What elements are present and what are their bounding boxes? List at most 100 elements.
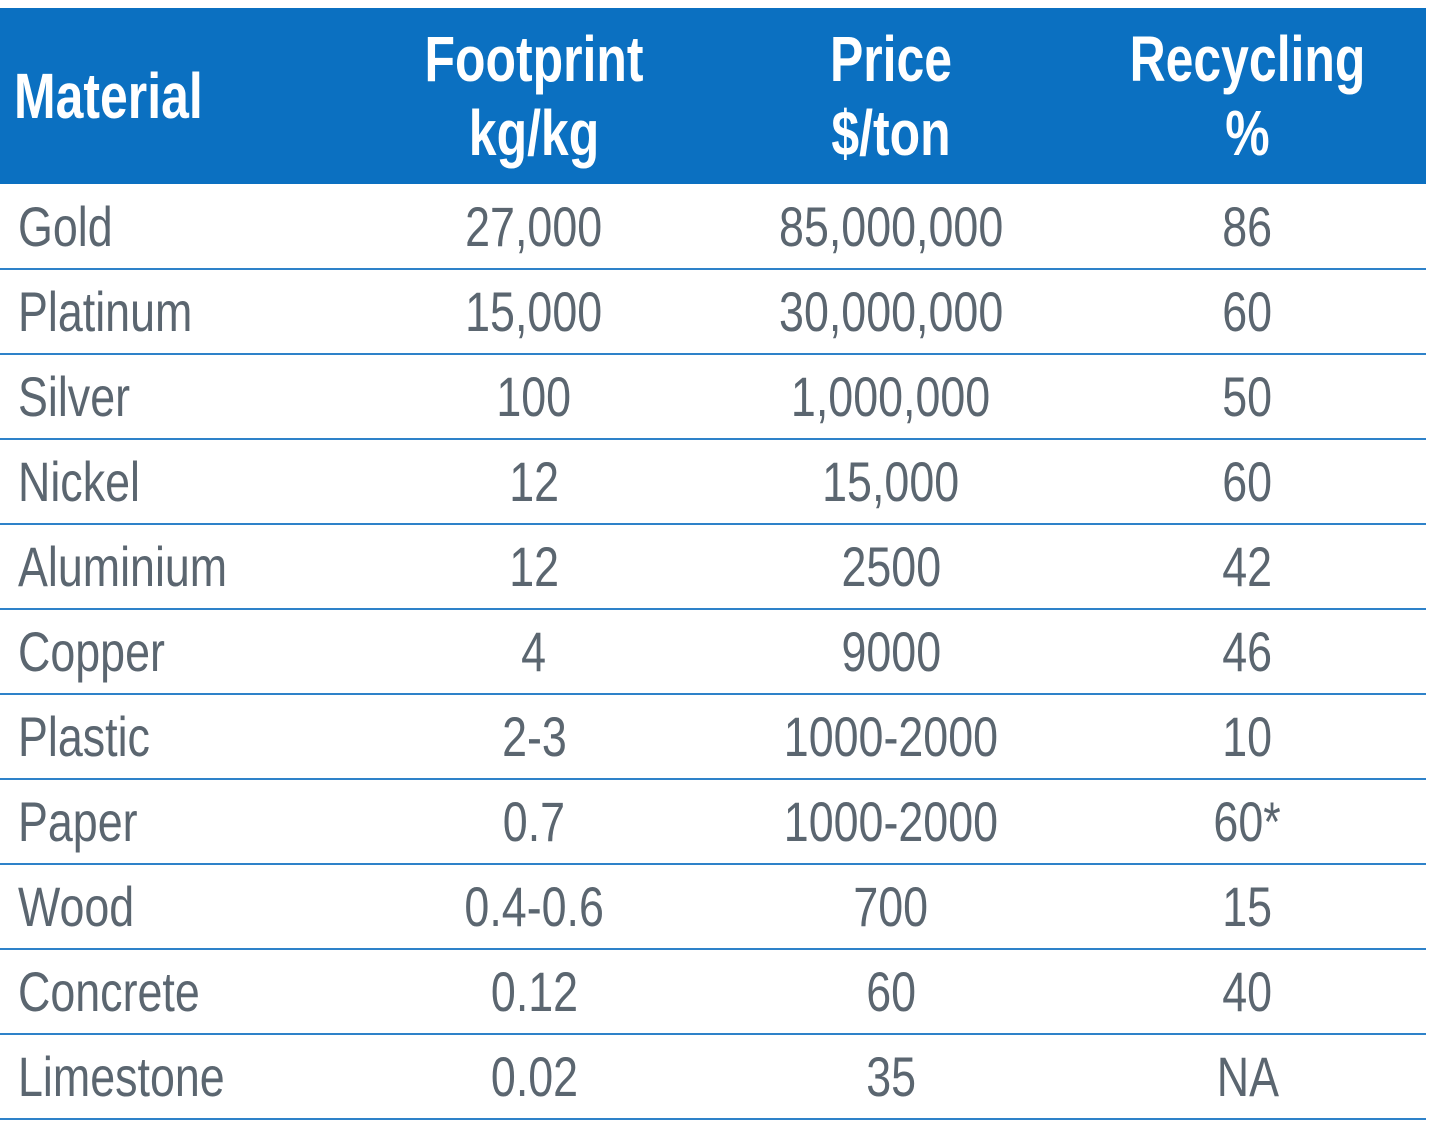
material-cell-text: Platinum xyxy=(18,280,193,343)
material-cell-text: Wood xyxy=(18,875,135,938)
price-cell: 1000-2000 xyxy=(713,779,1069,864)
material-cell: Paper xyxy=(0,779,355,864)
recycling-cell-text: 46 xyxy=(1222,620,1273,683)
footprint-cell-text: 4 xyxy=(521,620,547,683)
recycling-cell-text: 60* xyxy=(1213,790,1282,853)
price-cell: 2500 xyxy=(713,524,1069,609)
material-cell: Wood xyxy=(0,864,355,949)
header-material: Material xyxy=(0,8,277,184)
price-cell: 700 xyxy=(713,864,1069,949)
recycling-cell: 15 xyxy=(1069,864,1426,949)
material-cell: Limestone xyxy=(0,1034,355,1119)
table-row: Copper 4 9000 46 xyxy=(0,609,1426,694)
recycling-cell: 50 xyxy=(1069,354,1426,439)
material-cell-text: Limestone xyxy=(18,1045,225,1108)
footprint-cell: 0.4-0.6 xyxy=(355,864,713,949)
recycling-cell: NA xyxy=(1069,1034,1426,1119)
footprint-cell: 0.12 xyxy=(355,949,713,1034)
footprint-cell: 0.7 xyxy=(355,779,713,864)
material-cell-text: Gold xyxy=(18,194,113,258)
recycling-cell: 86 xyxy=(1069,184,1426,269)
footprint-cell: 27,000 xyxy=(355,184,713,269)
table-row: Nickel 12 15,000 60 xyxy=(0,439,1426,524)
footprint-cell: 15,000 xyxy=(355,269,713,354)
price-cell-text: 1000-2000 xyxy=(783,705,999,768)
price-cell: 60 xyxy=(713,949,1069,1034)
recycling-cell-text: 10 xyxy=(1222,705,1273,768)
price-cell-text: 2500 xyxy=(841,535,941,598)
footprint-cell: 12 xyxy=(355,524,713,609)
footprint-cell-text: 27,000 xyxy=(465,194,603,258)
footprint-cell: 4 xyxy=(355,609,713,694)
price-cell: 9000 xyxy=(713,609,1069,694)
table-row: Limestone 0.02 35 NA xyxy=(0,1034,1426,1119)
footprint-cell: 12 xyxy=(355,439,713,524)
recycling-cell: 60 xyxy=(1069,269,1426,354)
footprint-cell-text: 0.7 xyxy=(502,790,566,853)
table-header: Material Footprint kg/kg Price $/ton Rec… xyxy=(0,8,1426,184)
price-cell-text: 1000-2000 xyxy=(783,790,999,853)
price-cell-text: 700 xyxy=(853,875,929,938)
price-cell-text: 9000 xyxy=(841,620,941,683)
header-recycling-line2: % xyxy=(1225,97,1270,169)
footprint-cell-text: 0.4-0.6 xyxy=(464,875,604,938)
recycling-cell: 46 xyxy=(1069,609,1426,694)
materials-table-container: Material Footprint kg/kg Price $/ton Rec… xyxy=(0,8,1426,1120)
header-recycling-line1: Recycling xyxy=(1129,23,1366,95)
recycling-cell-text: 42 xyxy=(1222,535,1273,598)
footprint-cell: 0.02 xyxy=(355,1034,713,1119)
recycling-cell: 10 xyxy=(1069,694,1426,779)
price-cell: 30,000,000 xyxy=(713,269,1069,354)
material-cell: Silver xyxy=(0,354,355,439)
footprint-cell-text: 12 xyxy=(509,535,559,598)
material-cell: Nickel xyxy=(0,439,355,524)
recycling-cell-text: 50 xyxy=(1222,365,1273,428)
table-row: Concrete 0.12 60 40 xyxy=(0,949,1426,1034)
material-cell-text: Copper xyxy=(18,620,165,683)
table-row: Platinum 15,000 30,000,000 60 xyxy=(0,269,1426,354)
recycling-cell-text: 60 xyxy=(1222,450,1273,513)
header-material-line1: Material xyxy=(14,60,203,132)
header-footprint-line1: Footprint xyxy=(424,23,644,95)
recycling-cell-text: 15 xyxy=(1222,875,1273,938)
material-cell: Copper xyxy=(0,609,355,694)
price-cell: 15,000 xyxy=(713,439,1069,524)
price-cell: 1,000,000 xyxy=(713,354,1069,439)
material-cell-text: Concrete xyxy=(18,960,200,1023)
recycling-cell: 42 xyxy=(1069,524,1426,609)
header-recycling: Recycling % xyxy=(1108,8,1386,184)
material-cell-text: Aluminium xyxy=(18,535,228,598)
recycling-cell-text: 40 xyxy=(1222,960,1273,1023)
recycling-cell-text: NA xyxy=(1216,1045,1279,1108)
table-row: Paper 0.7 1000-2000 60* xyxy=(0,779,1426,864)
footprint-cell-text: 2-3 xyxy=(501,705,567,768)
footprint-cell-text: 100 xyxy=(496,365,572,428)
material-cell: Concrete xyxy=(0,949,355,1034)
header-price: Price $/ton xyxy=(752,8,1030,184)
material-cell: Platinum xyxy=(0,269,355,354)
recycling-cell: 40 xyxy=(1069,949,1426,1034)
material-cell-text: Plastic xyxy=(18,705,150,768)
recycling-cell: 60 xyxy=(1069,439,1426,524)
footprint-cell: 2-3 xyxy=(355,694,713,779)
footprint-cell-text: 15,000 xyxy=(465,280,603,343)
material-cell: Plastic xyxy=(0,694,355,779)
material-cell: Aluminium xyxy=(0,524,355,609)
table-body: Gold 27,000 85,000,000 86 Platinum 15,000 30,0… xyxy=(0,184,1426,1119)
header-row: Material Footprint kg/kg Price $/ton Rec… xyxy=(0,8,1426,184)
table-row: Gold 27,000 85,000,000 86 xyxy=(0,184,1426,269)
price-cell-text: 85,000,000 xyxy=(778,194,1004,258)
price-cell-text: 60 xyxy=(866,960,916,1023)
price-cell-text: 1,000,000 xyxy=(791,365,991,428)
header-footprint: Footprint kg/kg xyxy=(394,8,673,184)
materials-table: Material Footprint kg/kg Price $/ton Rec… xyxy=(0,8,1426,1120)
price-cell: 85,000,000 xyxy=(713,184,1069,269)
price-cell-text: 30,000,000 xyxy=(778,280,1004,343)
table-row: Aluminium 12 2500 42 xyxy=(0,524,1426,609)
price-cell: 1000-2000 xyxy=(713,694,1069,779)
table-row: Silver 100 1,000,000 50 xyxy=(0,354,1426,439)
header-price-line2: $/ton xyxy=(831,97,951,169)
price-cell-text: 35 xyxy=(866,1045,916,1108)
table-row: Plastic 2-3 1000-2000 10 xyxy=(0,694,1426,779)
recycling-cell: 60* xyxy=(1069,779,1426,864)
